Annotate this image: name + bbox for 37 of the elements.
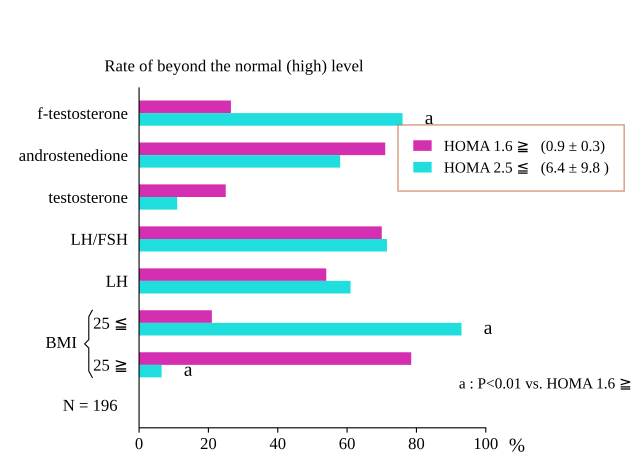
bar bbox=[139, 142, 386, 156]
x-tick-label: 60 bbox=[339, 438, 355, 450]
chart-title: Rate of beyond the normal (high) level bbox=[104, 60, 364, 75]
x-tick-label: 20 bbox=[200, 438, 216, 450]
bar bbox=[139, 364, 162, 378]
bar bbox=[139, 184, 226, 198]
bar bbox=[139, 352, 412, 365]
annotation: a bbox=[425, 114, 434, 124]
bar bbox=[139, 310, 212, 323]
bar bbox=[139, 322, 462, 336]
legend-label: HOMA 1.6 ≧ (0.9 ± 0.3) bbox=[444, 140, 604, 154]
bar bbox=[139, 155, 340, 168]
y-tick-label: 25 ≦ bbox=[94, 318, 126, 330]
bar bbox=[139, 268, 326, 281]
y-tick-label: f-testosterone bbox=[38, 107, 128, 120]
bar bbox=[139, 238, 387, 252]
y-tick-label: LH bbox=[106, 276, 128, 287]
y-tick-label: testosterone bbox=[48, 193, 128, 203]
x-tick-label: 80 bbox=[408, 438, 424, 450]
legend-label: HOMA 2.5 ≦ (6.4 ± 9.8 ) bbox=[444, 162, 608, 176]
bar bbox=[139, 100, 231, 114]
annotation: a : P<0.01 vs. HOMA 1.6 ≧ bbox=[459, 378, 630, 390]
text: N = 196 bbox=[63, 400, 118, 411]
x-tick-label: 100 bbox=[474, 438, 498, 450]
bar bbox=[139, 226, 382, 239]
bar bbox=[139, 113, 403, 126]
x-tick-label: 40 bbox=[270, 438, 286, 450]
annotation: a bbox=[484, 324, 492, 334]
x-axis-title: % bbox=[510, 438, 524, 452]
bar bbox=[139, 280, 351, 294]
text: BMI bbox=[46, 336, 76, 348]
y-tick-label: 25 ≧ bbox=[94, 360, 126, 372]
y-tick-label: LH/FSH bbox=[71, 234, 128, 245]
bar bbox=[139, 197, 178, 210]
x-tick-label: 0 bbox=[136, 438, 143, 450]
annotation: a bbox=[184, 366, 192, 376]
y-tick-label: androstenedione bbox=[19, 149, 128, 162]
